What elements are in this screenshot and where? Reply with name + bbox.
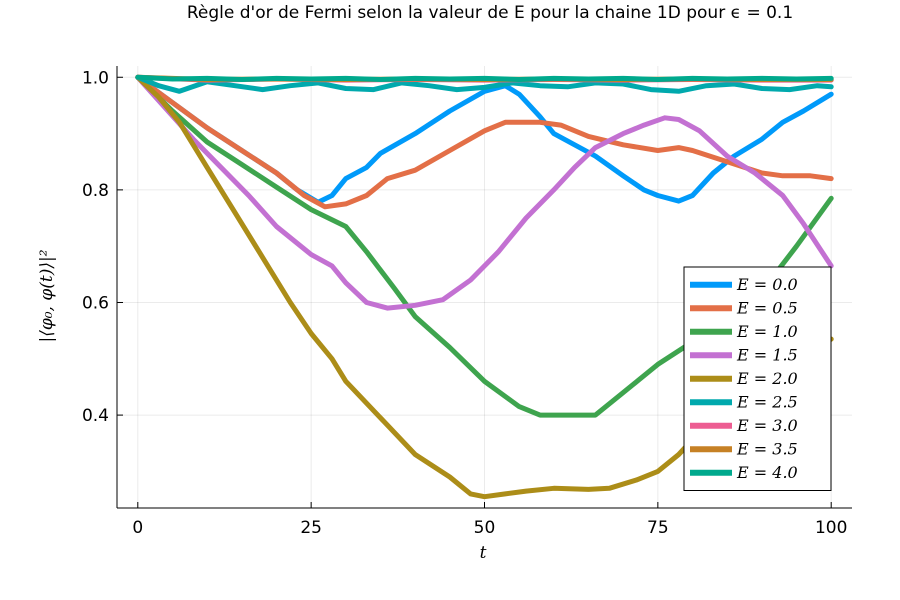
legend-label: E = 0.0 [736, 275, 798, 294]
legend-label: E = 1.0 [736, 322, 798, 341]
tick-labels: 0 25 50 75 100 0.4 0.6 0.8 1.0 [82, 68, 847, 538]
series-line-8 [135, 74, 834, 82]
y-tick-label: 0.6 [82, 293, 109, 313]
legend-label: E = 1.5 [736, 345, 798, 364]
legend-label: E = 2.0 [736, 369, 798, 388]
chart-title: Règle d'or de Fermi selon la valeur de E… [187, 3, 793, 23]
x-tick-label: 75 [647, 518, 669, 538]
series-line-1 [135, 74, 834, 210]
legend-label: E = 3.0 [736, 416, 798, 435]
x-tick-label: 100 [815, 518, 847, 538]
y-tick-label: 1.0 [82, 68, 109, 88]
legend-label: E = 4.0 [736, 463, 798, 482]
x-tick-label: 0 [132, 518, 143, 538]
y-axis-label: |⟨φ₀, φ(t)⟩|² [37, 249, 57, 342]
legend-label: E = 2.5 [736, 392, 798, 411]
y-tick-label: 0.4 [82, 406, 109, 426]
x-tick-label: 25 [300, 518, 322, 538]
x-axis-label: t [480, 543, 487, 563]
legend-label: E = 0.5 [736, 298, 798, 317]
x-tick-label: 50 [474, 518, 496, 538]
y-tick-label: 0.8 [82, 181, 109, 201]
axes [116, 66, 852, 509]
series-line-3 [135, 74, 834, 311]
legend-label: E = 3.5 [736, 439, 798, 458]
legend: E = 0.0 E = 0.5 E = 1.0 E = 1.5 E = 2.0 E = 2… [683, 266, 832, 491]
series-line-5 [135, 74, 834, 94]
